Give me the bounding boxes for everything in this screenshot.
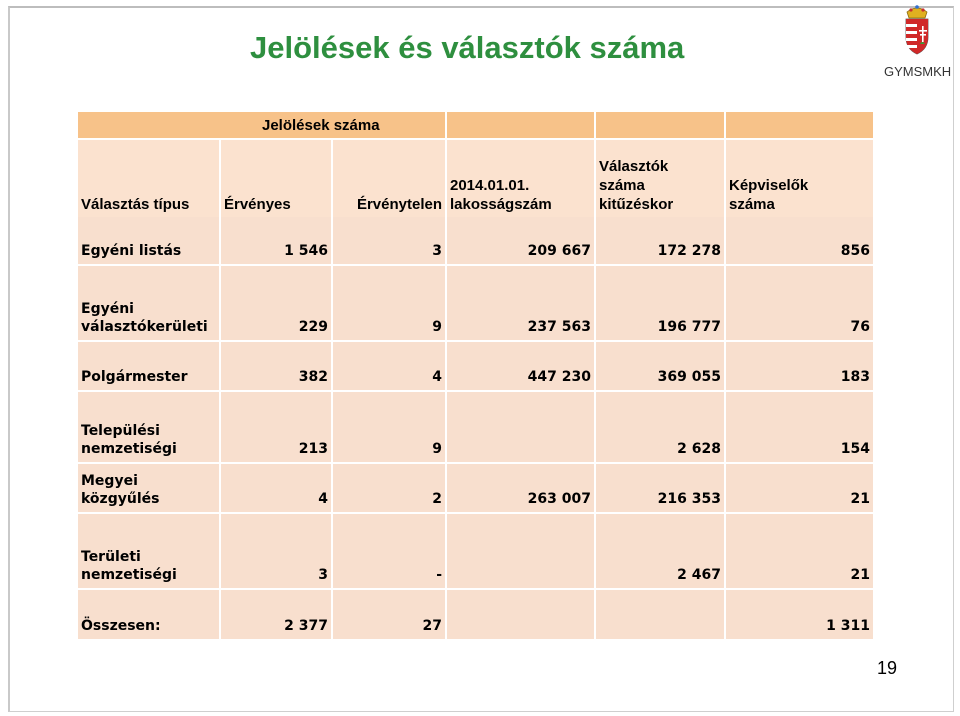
slide-title: Jelölések és választók száma xyxy=(250,30,685,65)
slide-frame xyxy=(8,6,954,712)
cell-population xyxy=(446,588,596,639)
cell-invalid: 9 xyxy=(332,390,447,463)
table-row: Egyéni választókerületi 229 9 237 563 19… xyxy=(78,264,873,341)
col-header-voters: Választók száma kitűzéskor xyxy=(595,139,726,217)
cell-voters: 369 055 xyxy=(595,340,726,391)
row-label: Területi nemzetiségi xyxy=(78,512,221,589)
column-header-row: Választás típus Érvényes Érvénytelen 201… xyxy=(78,139,873,217)
cell-valid: 3 xyxy=(220,512,333,589)
cell-invalid: 4 xyxy=(332,340,447,391)
cell-voters: 2 467 xyxy=(595,512,726,589)
org-label: GYMSMKH xyxy=(884,64,952,79)
table-row: Polgármester 382 4 447 230 369 055 183 xyxy=(78,340,873,391)
row-label: Összesen: xyxy=(78,588,221,639)
col-header-population: 2014.01.01. lakosságszám xyxy=(446,139,596,217)
page-number: 19 xyxy=(877,658,898,678)
cell-population xyxy=(446,390,596,463)
table-row: Megyei közgyűlés 4 2 263 007 216 353 21 xyxy=(78,462,873,513)
cell-voters: 216 353 xyxy=(595,462,726,513)
cell-valid: 1 546 xyxy=(220,217,333,265)
col-header-valid: Érvényes xyxy=(220,139,333,217)
table-row: Területi nemzetiségi 3 - 2 467 21 xyxy=(78,512,873,589)
row-label: Egyéni listás xyxy=(78,217,221,265)
total-row: Összesen: 2 377 27 1 311 xyxy=(78,588,873,639)
cell-valid: 229 xyxy=(220,264,333,341)
hungarian-coat-of-arms-icon xyxy=(905,5,929,55)
cell-reps: 154 xyxy=(725,390,873,463)
cell-reps: 76 xyxy=(725,264,873,341)
cell-reps: 183 xyxy=(725,340,873,391)
cell-reps: 21 xyxy=(725,462,873,513)
cell-invalid: - xyxy=(332,512,447,589)
row-label: Egyéni választókerületi xyxy=(78,264,221,341)
row-label: Polgármester xyxy=(78,340,221,391)
row-label: Megyei közgyűlés xyxy=(78,462,221,513)
cell-valid: 4 xyxy=(220,462,333,513)
col-header-reps: Képviselők száma xyxy=(725,139,873,217)
cell-valid: 213 xyxy=(220,390,333,463)
cell-population: 237 563 xyxy=(446,264,596,341)
col-header-type: Választás típus xyxy=(78,139,221,217)
col-header-invalid: Érvénytelen xyxy=(332,139,447,217)
cell-population xyxy=(446,512,596,589)
table-row: Települési nemzetiségi 213 9 2 628 154 xyxy=(78,390,873,463)
cell-voters xyxy=(595,588,726,639)
cell-invalid: 9 xyxy=(332,264,447,341)
cell-valid: 2 377 xyxy=(220,588,333,639)
cell-reps: 21 xyxy=(725,512,873,589)
header-band-row: Jelölések száma xyxy=(78,112,873,140)
group-header-jelolesek: Jelölések száma xyxy=(78,112,447,140)
cell-reps: 1 311 xyxy=(725,588,873,639)
table-row: Egyéni listás 1 546 3 209 667 172 278 85… xyxy=(78,217,873,265)
cell-voters: 172 278 xyxy=(595,217,726,265)
cell-invalid: 27 xyxy=(332,588,447,639)
cell-voters: 196 777 xyxy=(595,264,726,341)
cell-invalid: 3 xyxy=(332,217,447,265)
cell-reps: 856 xyxy=(725,217,873,265)
cell-population: 209 667 xyxy=(446,217,596,265)
cell-voters: 2 628 xyxy=(595,390,726,463)
cell-invalid: 2 xyxy=(332,462,447,513)
row-label: Települési nemzetiségi xyxy=(78,390,221,463)
cell-population: 447 230 xyxy=(446,340,596,391)
cell-population: 263 007 xyxy=(446,462,596,513)
cell-valid: 382 xyxy=(220,340,333,391)
elections-table: Jelölések száma Választás típus Érvényes… xyxy=(78,112,873,639)
